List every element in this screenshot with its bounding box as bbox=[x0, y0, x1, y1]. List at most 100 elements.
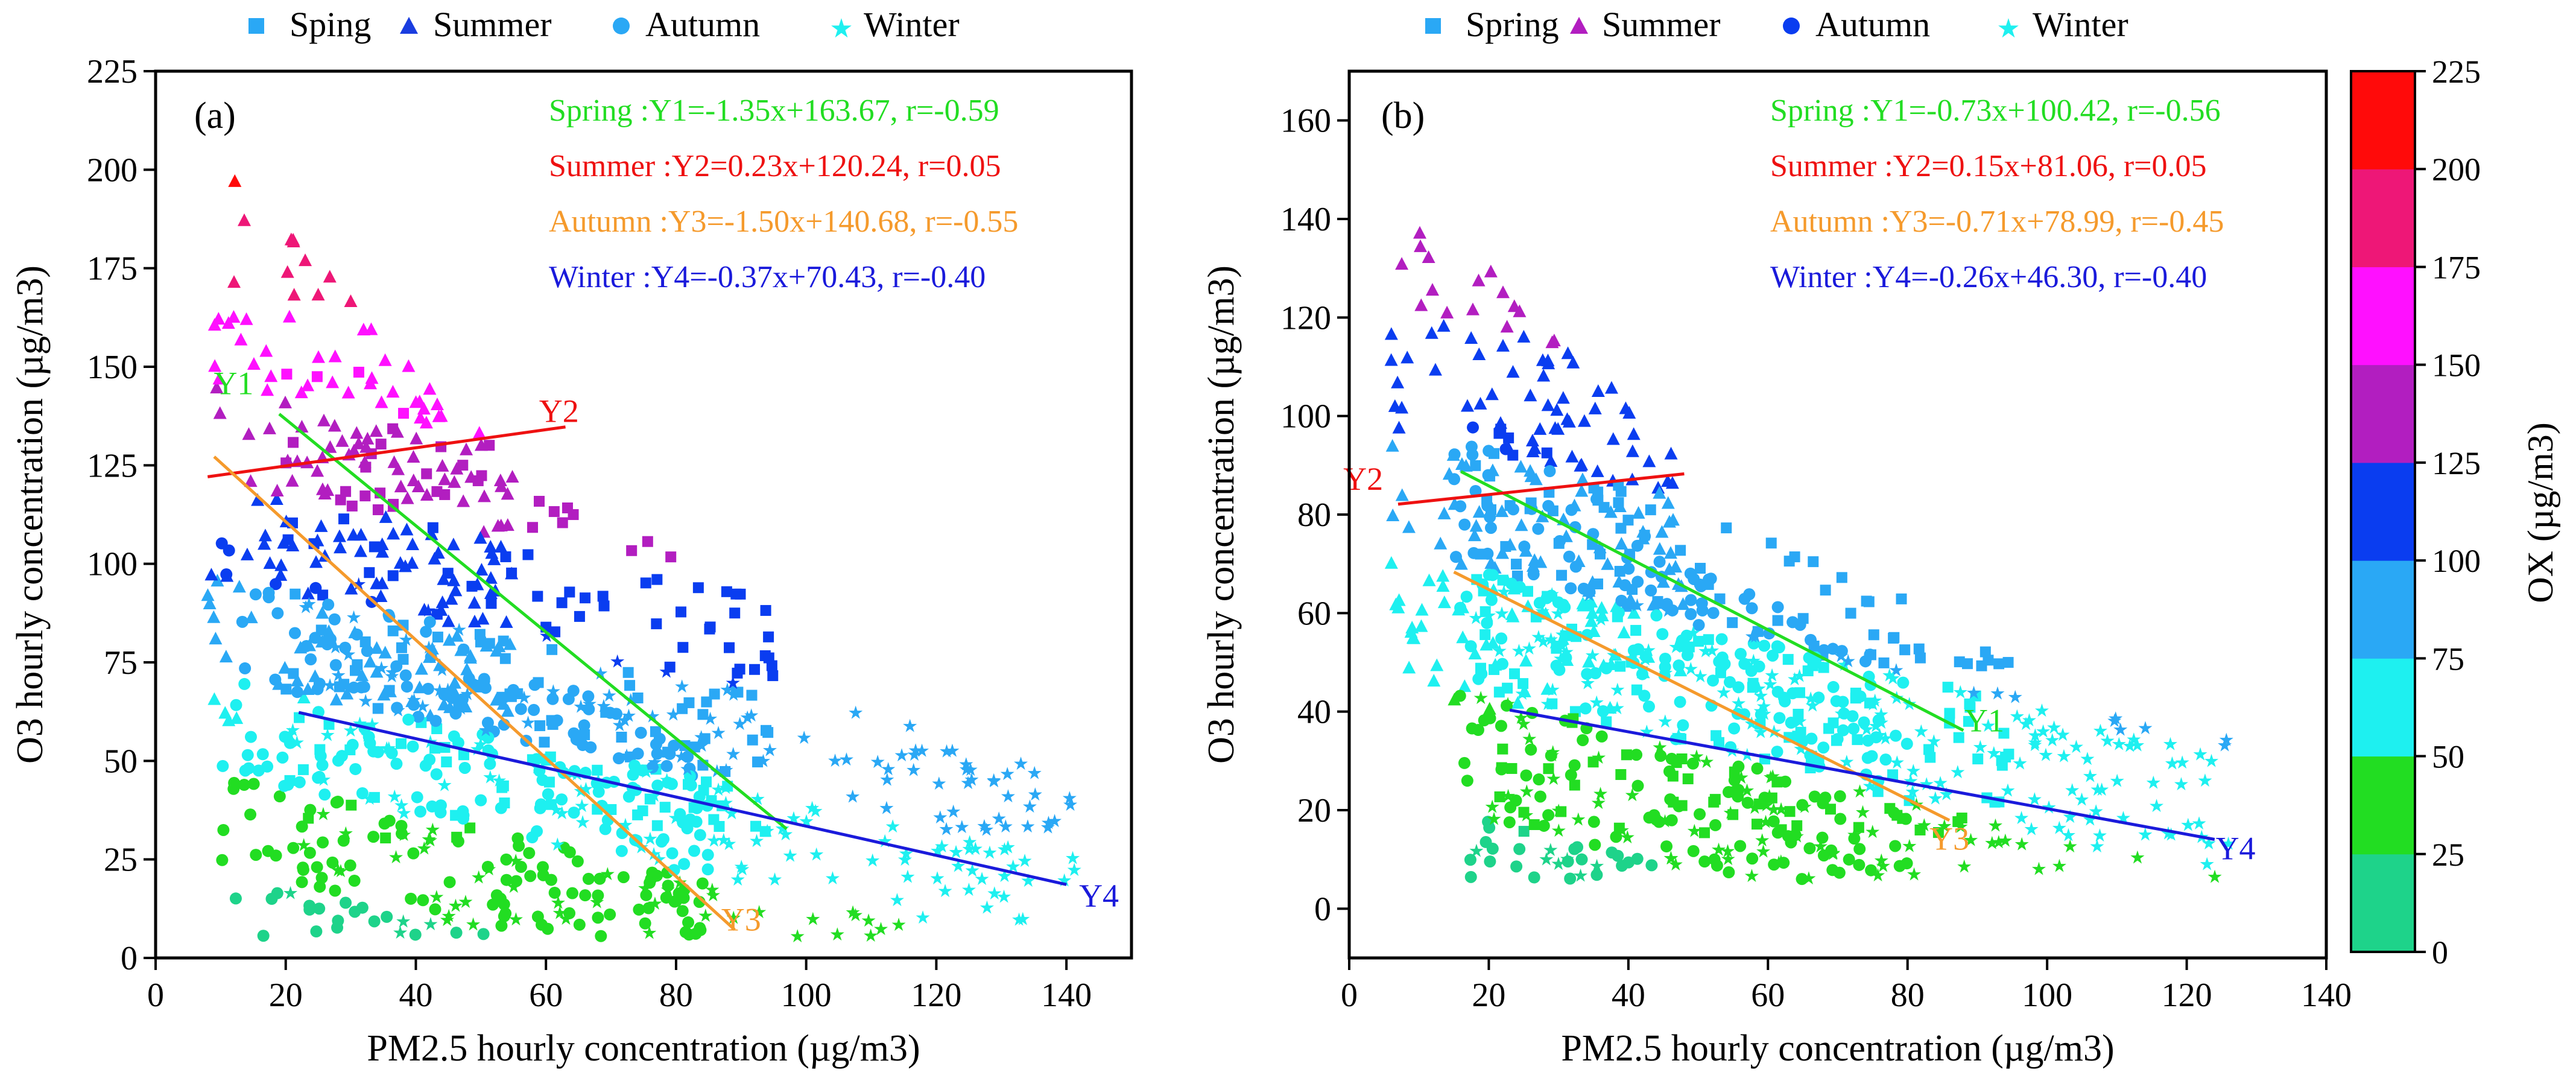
scatter-point-circle bbox=[1785, 717, 1797, 729]
scatter-point-square bbox=[598, 600, 610, 612]
scatter-point-star: ★ bbox=[2055, 725, 2071, 745]
scatter-point-circle bbox=[1568, 843, 1581, 855]
y-tick-label: 0 bbox=[121, 940, 138, 977]
panel-b: Spring Summer Autumn ★ Winter ★★★★★★★★★★… bbox=[1201, 5, 2352, 1069]
scatter-point-star: ★ bbox=[907, 745, 923, 765]
scatter-point-triangle bbox=[475, 563, 489, 576]
scatter-point-star: ★ bbox=[1873, 713, 1890, 733]
scatter-point-square bbox=[683, 697, 695, 708]
scatter-point-circle bbox=[1545, 749, 1557, 762]
scatter-point-star: ★ bbox=[732, 714, 748, 734]
scatter-point-circle bbox=[1448, 473, 1461, 486]
scatter-point-triangle bbox=[477, 489, 491, 502]
scatter-point-circle bbox=[316, 759, 329, 772]
scatter-point-circle bbox=[548, 886, 561, 899]
scatter-point-star: ★ bbox=[315, 805, 331, 825]
scatter-point-circle bbox=[487, 898, 499, 911]
scatter-point-square bbox=[1913, 643, 1925, 655]
scatter-point-star: ★ bbox=[726, 679, 742, 699]
scatter-point-star: ★ bbox=[552, 903, 568, 923]
scatter-point-circle bbox=[595, 930, 607, 942]
scatter-point-star: ★ bbox=[897, 850, 913, 870]
scatter-point-circle bbox=[1663, 765, 1676, 778]
scatter-point-star: ★ bbox=[2207, 867, 2223, 887]
scatter-point-circle bbox=[1564, 872, 1577, 885]
scatter-point-triangle bbox=[1595, 608, 1609, 621]
scatter-point-circle bbox=[592, 911, 604, 924]
x-tick-label: 100 bbox=[2022, 977, 2072, 1014]
scatter-point-circle bbox=[252, 764, 265, 777]
scatter-point-triangle bbox=[323, 440, 337, 453]
scatter-point-circle bbox=[1615, 594, 1628, 607]
scatter-point-star: ★ bbox=[2107, 709, 2124, 729]
scatter-point-star: ★ bbox=[2027, 735, 2043, 755]
scatter-point-star: ★ bbox=[891, 915, 907, 935]
scatter-point-circle bbox=[651, 747, 663, 760]
scatter-point-circle bbox=[1449, 551, 1462, 563]
scatter-point-circle bbox=[367, 831, 380, 843]
scatter-point-star: ★ bbox=[637, 878, 653, 898]
scatter-point-circle bbox=[249, 588, 262, 601]
scatter-point-triangle bbox=[314, 519, 328, 532]
scatter-point-star: ★ bbox=[1581, 586, 1597, 606]
scatter-point-circle bbox=[1767, 649, 1779, 662]
scatter-point-star: ★ bbox=[2044, 731, 2060, 750]
scatter-point-triangle bbox=[1584, 614, 1598, 627]
scatter-point-star: ★ bbox=[1468, 841, 1484, 861]
scatter-point-star: ★ bbox=[2174, 753, 2191, 773]
scatter-point-circle bbox=[1830, 695, 1843, 708]
scatter-point-circle bbox=[1510, 860, 1523, 873]
scatter-point-triangle bbox=[258, 537, 271, 550]
scatter-point-star: ★ bbox=[1875, 856, 1891, 876]
scatter-point-triangle bbox=[204, 568, 218, 581]
scatter-point-circle bbox=[475, 794, 487, 807]
scatter-point-circle bbox=[330, 796, 343, 809]
scatter-point-circle bbox=[407, 699, 420, 711]
scatter-point-star: ★ bbox=[1040, 818, 1056, 838]
scatter-point-circle bbox=[646, 761, 659, 774]
scatter-point-star: ★ bbox=[796, 728, 812, 748]
scatter-point-circle bbox=[500, 853, 513, 866]
scatter-point-circle bbox=[1859, 655, 1872, 668]
scatter-point-circle bbox=[1465, 440, 1478, 453]
scatter-point-square bbox=[556, 597, 568, 609]
scatter-point-square bbox=[1751, 819, 1762, 830]
scatter-point-triangle bbox=[1547, 334, 1561, 347]
legend-b-summer-marker bbox=[1570, 17, 1588, 34]
scatter-point-circle bbox=[1579, 702, 1592, 715]
scatter-point-star: ★ bbox=[885, 817, 901, 837]
scatter-point-square bbox=[1511, 559, 1522, 570]
scatter-point-star: ★ bbox=[862, 926, 879, 946]
scatter-point-star: ★ bbox=[358, 691, 374, 711]
scatter-point-square bbox=[546, 644, 558, 655]
scatter-point-star: ★ bbox=[725, 744, 741, 764]
scatter-point-star: ★ bbox=[1609, 680, 1625, 700]
scatter-point-star: ★ bbox=[550, 893, 566, 913]
scatter-point-triangle bbox=[1561, 346, 1575, 360]
scatter-point-star: ★ bbox=[554, 804, 570, 823]
x-tick-label: 80 bbox=[659, 977, 693, 1014]
scatter-point-star: ★ bbox=[986, 770, 1002, 790]
scatter-point-square bbox=[372, 504, 384, 516]
scatter-point-circle bbox=[1826, 864, 1839, 877]
scatter-point-square bbox=[1747, 682, 1758, 693]
scatter-point-star: ★ bbox=[715, 831, 732, 851]
scatter-point-square bbox=[506, 567, 517, 579]
scatter-point-triangle bbox=[370, 641, 384, 654]
scatter-point-circle bbox=[668, 740, 680, 752]
colorbar-band bbox=[2351, 267, 2415, 366]
scatter-point-circle bbox=[1758, 791, 1771, 804]
scatter-point-triangle bbox=[494, 539, 508, 553]
scatter-point-star: ★ bbox=[1762, 674, 1779, 694]
scatter-point-star: ★ bbox=[1873, 851, 1890, 870]
scatter-point-circle bbox=[412, 711, 425, 723]
scatter-point-star: ★ bbox=[2162, 735, 2179, 755]
scatter-point-triangle bbox=[274, 568, 288, 581]
x-axis-ticks-b: 0 20 40 60 80 100 120 140 bbox=[1341, 958, 2352, 1014]
scatter-point-star: ★ bbox=[1473, 688, 1489, 708]
scatter-point-circle bbox=[1467, 421, 1479, 434]
scatter-point-square bbox=[369, 791, 380, 803]
scatter-point-square bbox=[1682, 773, 1694, 785]
